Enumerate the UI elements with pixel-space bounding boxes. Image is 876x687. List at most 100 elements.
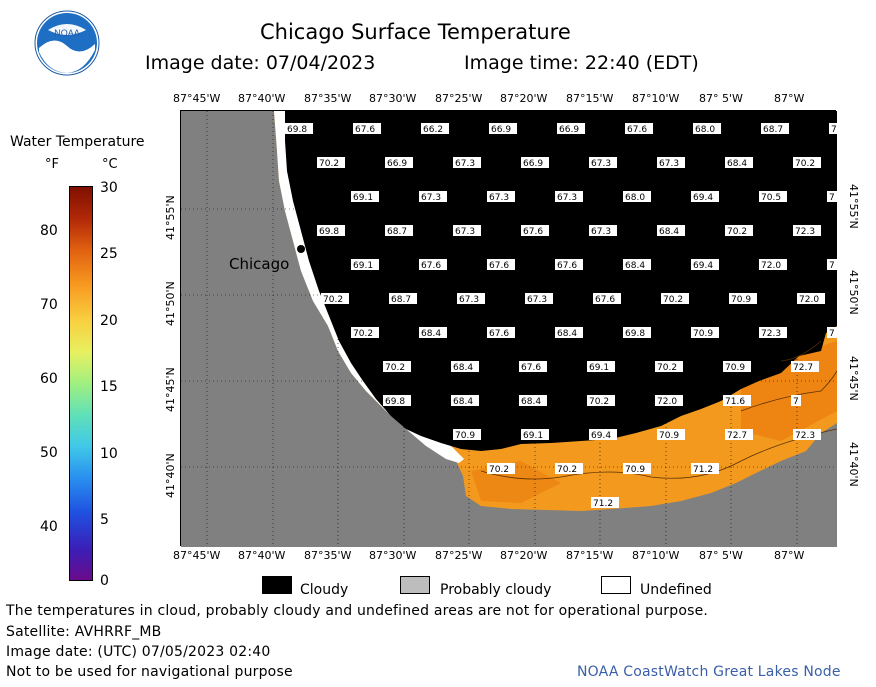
temperature-label: 72.3 (795, 227, 815, 237)
colorbar-title: Water Temperature (10, 134, 145, 150)
temperature-label-box (451, 361, 479, 372)
temperature-label: 72.7 (727, 431, 747, 441)
temperature-label-box (623, 327, 651, 338)
temperature-label-box (827, 259, 837, 270)
temperature-label-box (759, 191, 787, 202)
lat-tick-label: 41°55'N (164, 195, 177, 240)
temperature-label: 70.9 (725, 363, 745, 373)
lon-tick-label: 87°W (774, 92, 805, 105)
temperature-label-box (793, 157, 821, 168)
temperature-label: 72.3 (761, 329, 781, 339)
temperature-label-box (555, 259, 583, 270)
colorbar-unit-f: °F (45, 157, 59, 172)
lon-tick-label: 87°25'W (435, 549, 483, 562)
temperature-label-box (587, 395, 615, 406)
c-tick-label: 20 (100, 313, 118, 329)
c-tick-label: 15 (100, 379, 118, 395)
temperature-label: 70.2 (557, 465, 577, 475)
temperature-label-box (723, 395, 751, 406)
lat-tick-label: 41°50'N (164, 281, 177, 326)
temperature-label-box (385, 225, 413, 236)
temperature-label-box (419, 259, 447, 270)
temperature-label: 68.7 (763, 125, 783, 135)
temperature-label: 72.0 (761, 261, 781, 271)
lon-tick-label: 87°20'W (500, 549, 548, 562)
temperature-label-box (487, 463, 515, 474)
temperature-label-box (655, 361, 683, 372)
legend-undefined-swatch (601, 576, 631, 594)
legend-cloudy-label: Cloudy (300, 582, 349, 598)
temperature-label: 69.8 (625, 329, 645, 339)
temperature-label-box (557, 123, 585, 134)
lon-tick-label: 87°25'W (435, 92, 483, 105)
chicago-marker (297, 245, 305, 253)
f-tick-label: 80 (40, 223, 58, 239)
c-tick-label: 25 (100, 246, 118, 262)
temperature-label: 67.3 (421, 193, 441, 203)
c-tick-label: 0 (100, 573, 109, 589)
colorbar (69, 186, 93, 581)
satellite-text: Satellite: AVHRRF_MB (6, 624, 162, 640)
temperature-label-box (453, 429, 481, 440)
lon-tick-label: 87°W (774, 549, 805, 562)
temperature-label: 68.0 (695, 125, 715, 135)
temperature-label: 7 (831, 125, 837, 135)
temperature-label-box (589, 429, 617, 440)
temperature-label-box (759, 259, 787, 270)
lat-tick-label: 41°45'N (847, 356, 860, 401)
temperature-label: 69.1 (589, 363, 609, 373)
temperature-label: 70.2 (319, 159, 339, 169)
temperature-label-box (521, 225, 549, 236)
temperature-label: 68.4 (453, 363, 473, 373)
temperature-label-box (525, 293, 553, 304)
lat-tick-label: 41°40'N (164, 453, 177, 498)
temperature-label-box (791, 395, 801, 406)
temperature-label-box (661, 293, 689, 304)
c-tick-label: 30 (100, 180, 118, 196)
temperature-label-box (623, 191, 651, 202)
temperature-label-box (691, 327, 719, 338)
temperature-label-box (623, 463, 651, 474)
temperature-label-box (693, 123, 721, 134)
temperature-label-box (591, 497, 619, 508)
temperature-label: 70.2 (663, 295, 683, 305)
lon-ticks-top: 87°45'W 87°40'W 87°35'W 87°30'W 87°25'W … (0, 92, 876, 106)
temperature-label: 71.2 (693, 465, 713, 475)
temperature-label: 66.2 (423, 125, 443, 135)
contour-line (480, 428, 837, 480)
c-tick-label: 5 (100, 512, 109, 528)
temperature-label: 69.8 (319, 227, 339, 237)
temperature-label-box (385, 157, 413, 168)
temperature-label-box (723, 361, 751, 372)
temperature-label-box (829, 123, 837, 134)
lon-tick-label: 87°15'W (566, 549, 614, 562)
temperature-label-box (453, 225, 481, 236)
noaa-logo: NOAA (34, 10, 100, 76)
temperature-label: 69.1 (523, 431, 543, 441)
temperature-label-box (589, 225, 617, 236)
temperature-label: 67.6 (523, 227, 543, 237)
temperature-label: 69.4 (591, 431, 611, 441)
legend-cloudy-swatch (262, 576, 292, 594)
lon-ticks-bottom: 87°45'W 87°40'W 87°35'W 87°30'W 87°25'W … (0, 549, 876, 563)
lon-tick-label: 87°45'W (173, 549, 221, 562)
temperature-label: 67.6 (489, 261, 509, 271)
temperature-label: 68.7 (387, 227, 407, 237)
lon-tick-label: 87°20'W (500, 92, 548, 105)
temperature-label: 71.6 (725, 397, 745, 407)
lat-tick-label: 41°55'N (847, 184, 860, 229)
temperature-label: 70.2 (795, 159, 815, 169)
temperature-label: 66.9 (559, 125, 579, 135)
temperature-label-box (457, 293, 485, 304)
temperature-label-box (793, 429, 821, 440)
page-title: Chicago Surface Temperature (260, 20, 571, 44)
temperature-label: 68.4 (727, 159, 747, 169)
lon-tick-label: 87°10'W (632, 92, 680, 105)
temperature-label-box (519, 395, 547, 406)
temperature-label: 67.3 (659, 159, 679, 169)
c-tick-label: 10 (100, 446, 118, 462)
temperature-label-box (555, 327, 583, 338)
temperature-label: 67.3 (455, 159, 475, 169)
temperature-label: 67.6 (355, 125, 375, 135)
temperature-label: 68.4 (521, 397, 541, 407)
